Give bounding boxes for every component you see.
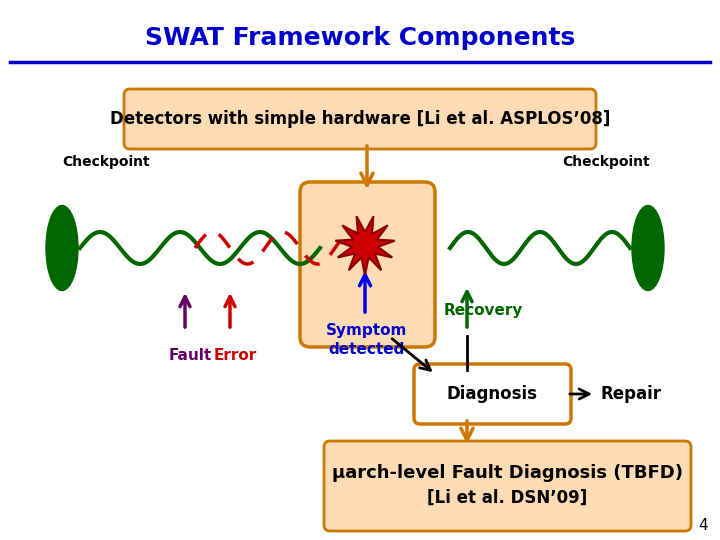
Text: Error: Error bbox=[213, 348, 256, 362]
Text: 4: 4 bbox=[698, 518, 708, 534]
Text: Diagnosis: Diagnosis bbox=[446, 385, 538, 403]
Text: Repair: Repair bbox=[600, 385, 661, 403]
Ellipse shape bbox=[46, 206, 78, 291]
FancyBboxPatch shape bbox=[300, 182, 435, 347]
FancyBboxPatch shape bbox=[324, 441, 691, 531]
Text: Detectors with simple hardware [Li et al. ASPLOS’08]: Detectors with simple hardware [Li et al… bbox=[110, 110, 610, 128]
Polygon shape bbox=[336, 216, 395, 275]
Text: SWAT Framework Components: SWAT Framework Components bbox=[145, 26, 575, 50]
Text: Fault: Fault bbox=[168, 348, 212, 362]
Ellipse shape bbox=[632, 206, 664, 291]
Text: Checkpoint: Checkpoint bbox=[562, 155, 650, 169]
FancyBboxPatch shape bbox=[124, 89, 596, 149]
FancyBboxPatch shape bbox=[414, 364, 571, 424]
Text: μarch-level Fault Diagnosis (TBFD): μarch-level Fault Diagnosis (TBFD) bbox=[331, 464, 683, 482]
Text: Checkpoint: Checkpoint bbox=[62, 155, 150, 169]
Text: [Li et al. DSN’09]: [Li et al. DSN’09] bbox=[427, 489, 587, 507]
Text: Recovery: Recovery bbox=[444, 302, 523, 318]
Text: Symptom
detected: Symptom detected bbox=[326, 323, 408, 357]
